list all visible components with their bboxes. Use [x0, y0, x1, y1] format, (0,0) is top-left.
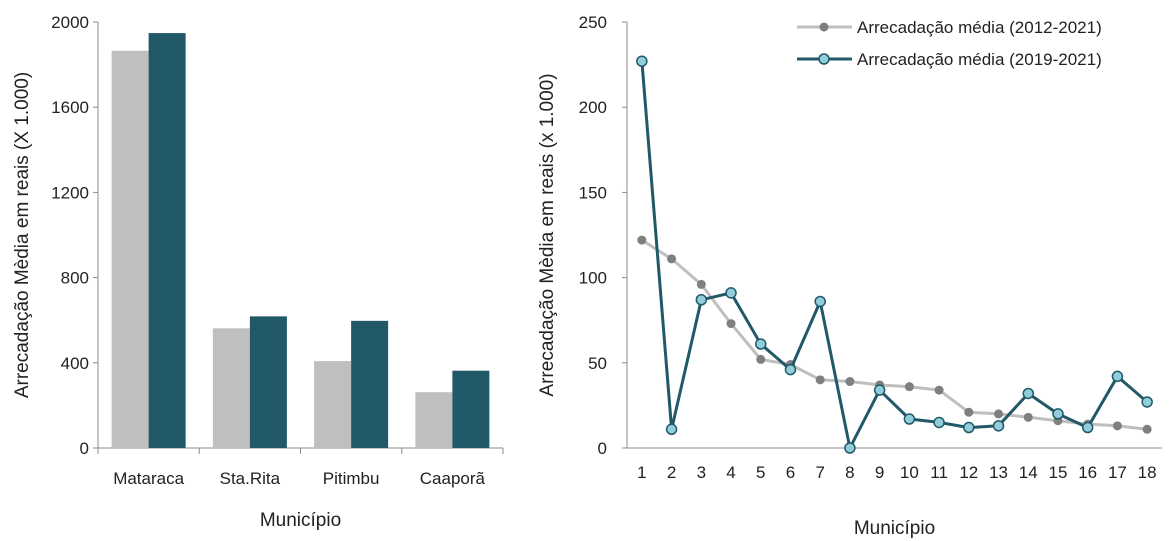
x-tick-label: 11	[930, 463, 948, 482]
legend-swatch-marker	[819, 22, 829, 32]
bar	[249, 316, 287, 448]
data-point	[726, 319, 736, 329]
bar	[415, 392, 453, 448]
y-tick-label: 800	[61, 269, 89, 288]
data-point	[696, 279, 706, 289]
data-point	[665, 423, 678, 436]
x-tick-label: 14	[1019, 463, 1038, 482]
x-tick-label: 15	[1049, 463, 1068, 482]
x-tick-label: 12	[959, 463, 978, 482]
data-point	[784, 363, 797, 376]
data-point	[844, 442, 856, 454]
bar	[314, 361, 352, 448]
data-point	[963, 421, 975, 434]
data-point	[1141, 396, 1153, 408]
bar	[212, 328, 250, 448]
data-point	[964, 407, 974, 417]
data-point	[636, 55, 648, 67]
y-tick-label: 1200	[51, 183, 89, 202]
x-tick-label: 9	[875, 463, 884, 482]
bar-chart: 0 400 800 1200 1600 2000 Mataraca Sta.Rita Pitim…	[12, 13, 504, 531]
y-tick-label: 400	[61, 354, 89, 373]
y-tick-label: 100	[579, 269, 607, 288]
x-axis-title: Município	[260, 510, 341, 531]
data-point	[755, 338, 767, 350]
x-tick-label: 2	[667, 463, 676, 482]
x-tick-label: 17	[1108, 463, 1127, 482]
data-point	[1023, 412, 1033, 422]
data-point	[992, 420, 1005, 432]
x-tick-label: 18	[1138, 463, 1157, 482]
data-point	[815, 375, 825, 385]
y-tick-label: 250	[579, 13, 607, 32]
x-tick-label: Caaporã	[420, 469, 486, 488]
y-axis-title: Arrecadação Mèdia em reais (x 1.000)	[537, 73, 558, 396]
x-tick-label: 13	[989, 463, 1008, 482]
y-tick-label: 150	[579, 183, 607, 202]
data-point	[994, 409, 1004, 419]
bar	[111, 50, 149, 448]
y-tick-label: 0	[598, 439, 607, 458]
y-tick-label: 2000	[51, 13, 89, 32]
bar	[148, 33, 186, 449]
data-point	[814, 295, 826, 308]
x-tick-label: 7	[815, 463, 824, 482]
data-point	[695, 294, 708, 306]
y-tick-label: 1600	[51, 98, 89, 117]
data-point	[637, 235, 647, 245]
y-axis-title: Arrecadação Mèdia em reais (X 1.000)	[12, 72, 33, 398]
y-tick-label: 0	[80, 439, 89, 458]
x-tick-label: Pitimbu	[323, 469, 380, 488]
data-point	[933, 416, 945, 429]
x-tick-label: 1	[637, 463, 646, 482]
data-point	[1052, 408, 1064, 420]
data-point	[845, 377, 855, 387]
data-point	[1111, 370, 1124, 383]
data-point	[1081, 421, 1094, 434]
legend-swatch-marker	[818, 53, 830, 65]
data-point	[873, 384, 886, 396]
x-tick-label: Sta.Rita	[220, 469, 281, 488]
x-tick-label: 3	[697, 463, 706, 482]
x-tick-label: 5	[756, 463, 765, 482]
legend-label: Arrecadação média (2012-2021)	[857, 18, 1102, 37]
x-tick-label: 8	[845, 463, 854, 482]
series-line	[640, 61, 1149, 450]
data-point	[756, 354, 766, 364]
data-point	[1112, 421, 1122, 431]
data-point	[667, 254, 677, 264]
x-tick-label: 4	[726, 463, 735, 482]
series-line	[641, 238, 1148, 431]
bar	[452, 370, 490, 448]
data-point	[1022, 387, 1034, 400]
x-tick-label: 16	[1078, 463, 1097, 482]
data-point	[934, 385, 944, 395]
x-tick-label: Mataraca	[113, 469, 184, 488]
x-axis-title: Município	[854, 518, 935, 539]
bar	[351, 320, 389, 448]
data-point	[1142, 424, 1152, 434]
y-tick-label: 50	[588, 354, 607, 373]
y-tick-label: 200	[579, 98, 607, 117]
x-tick-label: 6	[786, 463, 795, 482]
data-point	[725, 287, 737, 299]
x-tick-label: 10	[900, 463, 919, 482]
data-point	[903, 413, 916, 425]
legend-label: Arrecadação média (2019-2021)	[857, 50, 1102, 69]
data-point	[904, 382, 914, 392]
